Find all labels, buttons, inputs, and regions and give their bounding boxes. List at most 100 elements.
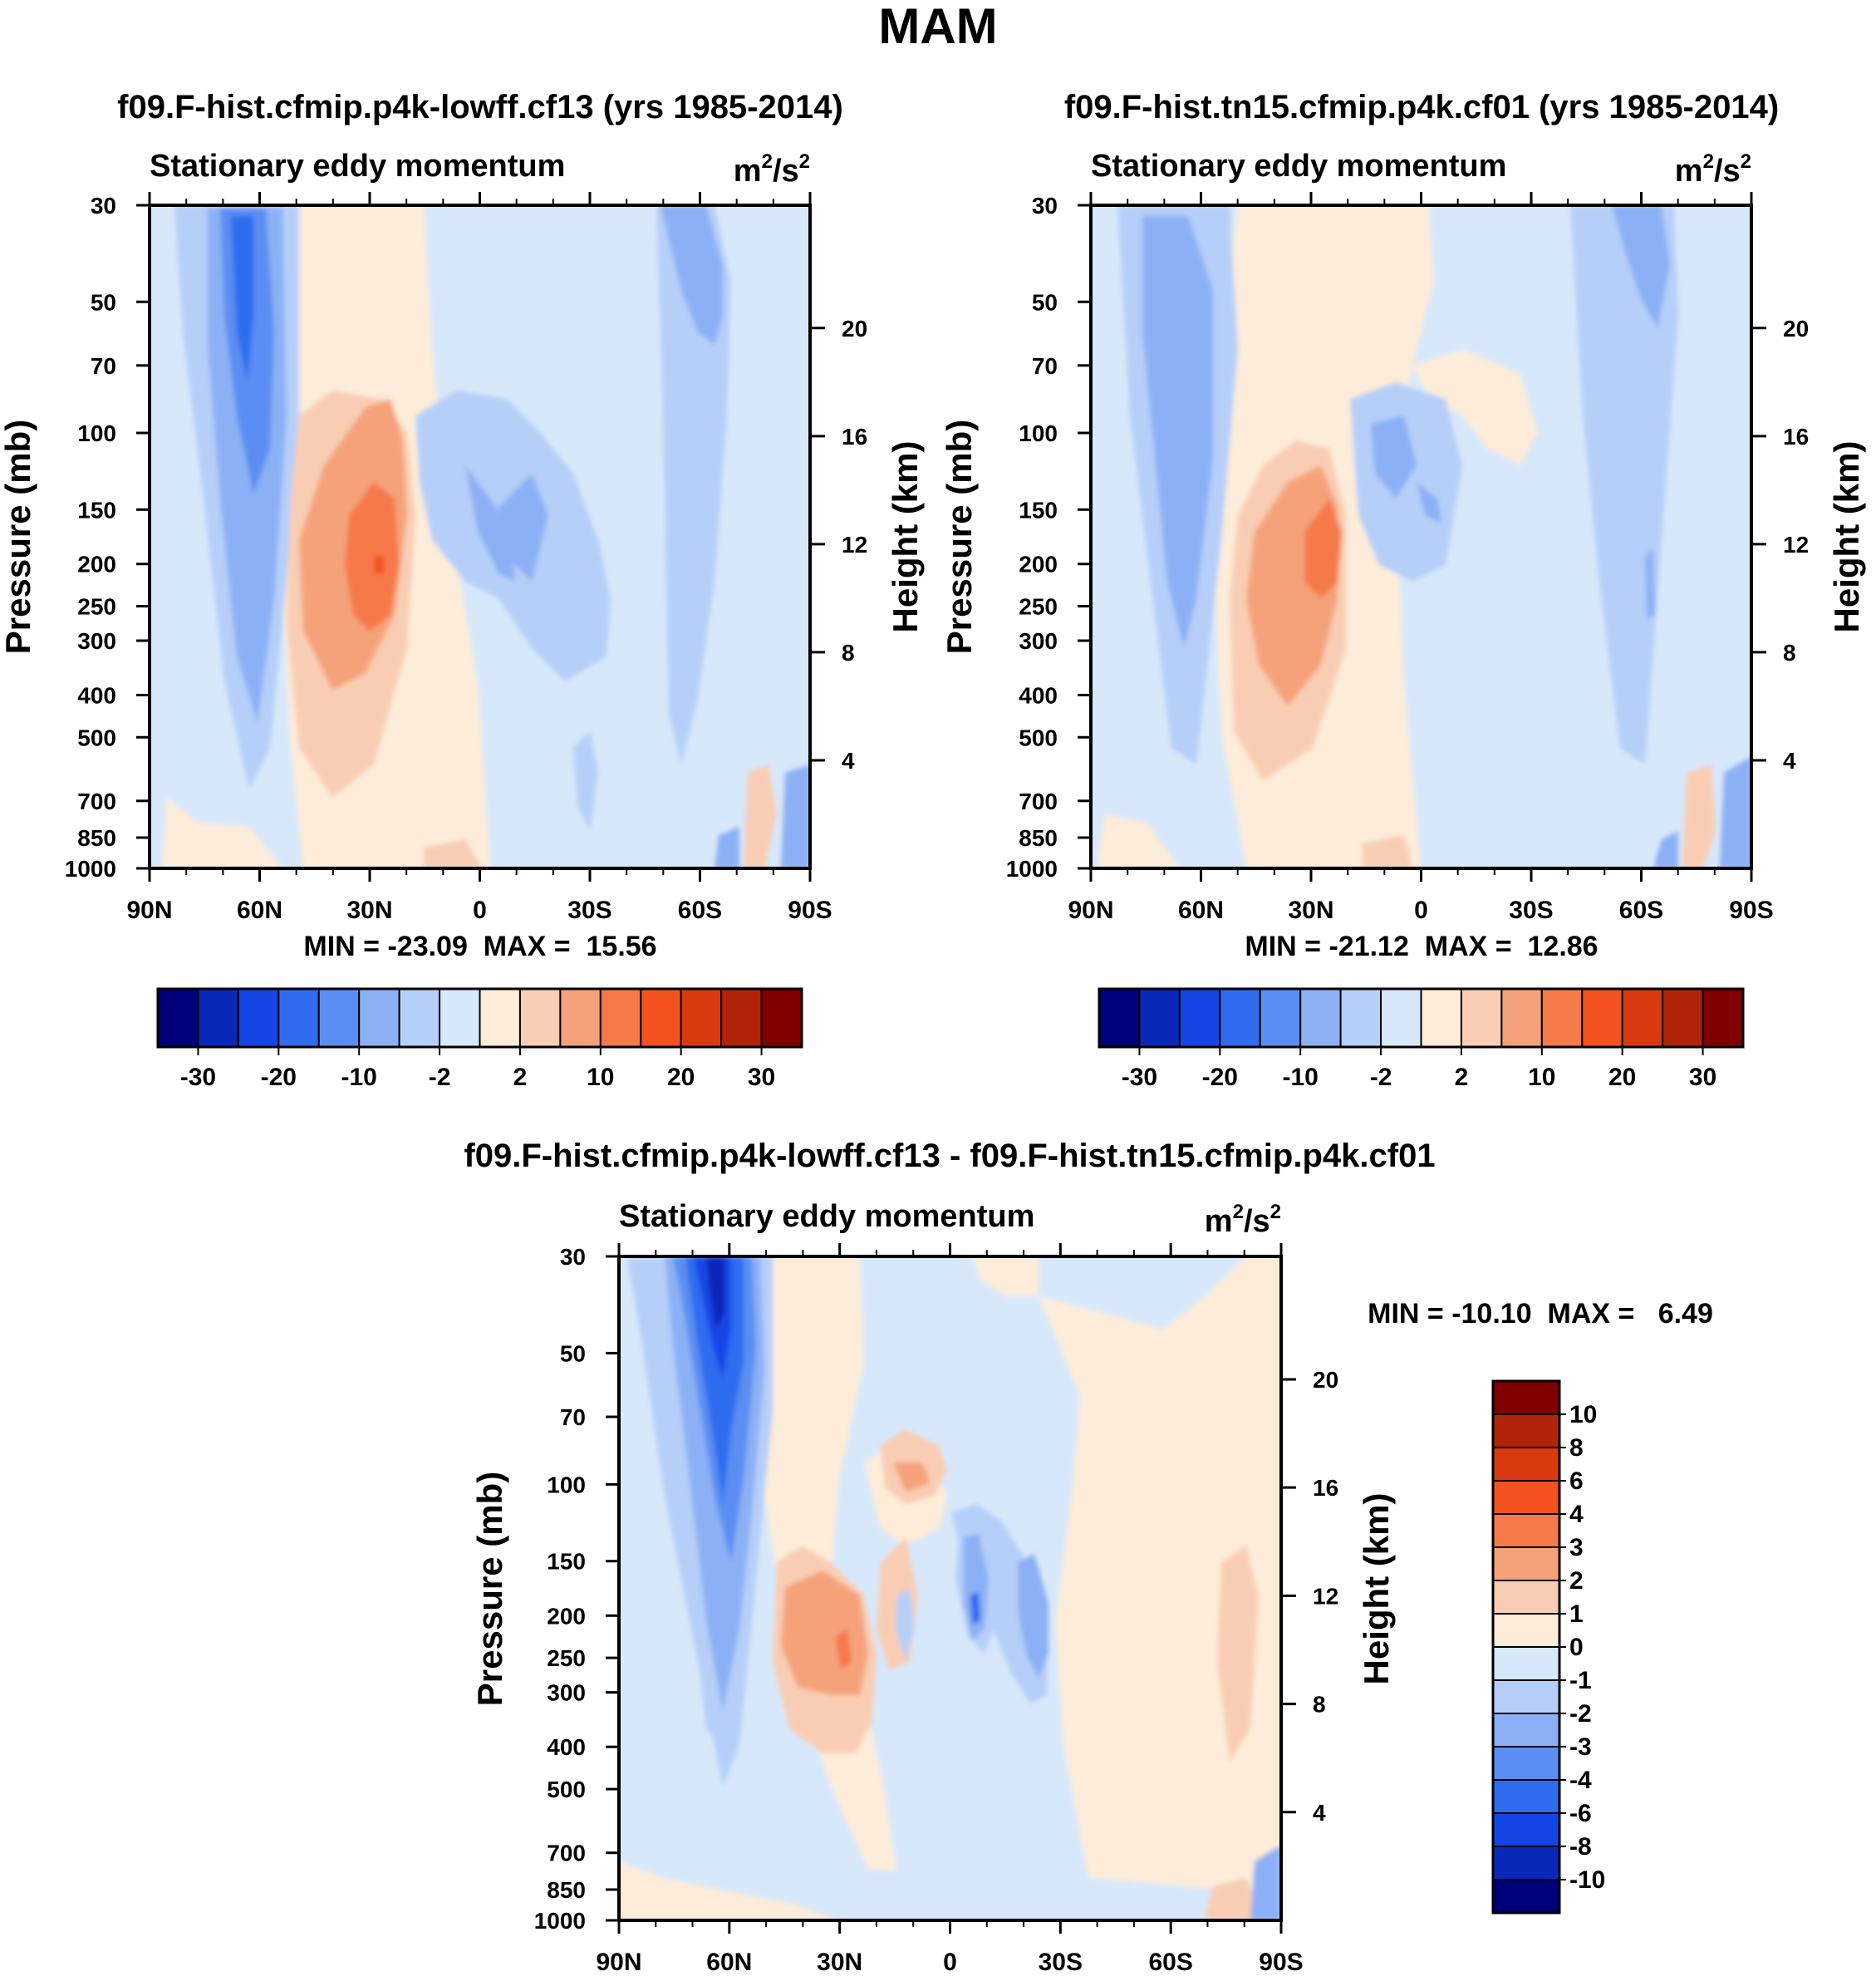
panel-2-x-ticks: 90N 60N 30N 0 30S 60S 90S <box>1068 192 1774 924</box>
colorbar-label: 8 <box>1569 1434 1584 1462</box>
x-tick-label: 90S <box>1729 897 1773 924</box>
y-tick-label: 700 <box>547 1841 586 1866</box>
y-right-tick-label: 20 <box>1313 1367 1338 1393</box>
y-right-tick-label: 4 <box>1783 748 1796 774</box>
y-tick-label: 100 <box>77 420 116 446</box>
y-tick-label: 1000 <box>65 856 116 882</box>
colorbar-label: -20 <box>261 1064 297 1091</box>
y-tick-label: 250 <box>77 594 116 620</box>
y-tick-label: 70 <box>560 1404 586 1430</box>
y-right-tick-label: 12 <box>1783 532 1809 558</box>
y-tick-label: 100 <box>1019 420 1058 446</box>
panel-3-contour-fill <box>619 1256 1281 1920</box>
colorbar-swatch <box>1492 1380 1560 1415</box>
y-right-tick-label: 12 <box>842 532 867 558</box>
colorbar-label: -8 <box>1569 1833 1592 1861</box>
panel-3-units-mid: /s <box>1244 1204 1270 1239</box>
colorbar-frame <box>156 987 803 1049</box>
colorbar-swatch <box>197 988 239 1048</box>
colorbar-swatch <box>1621 988 1664 1048</box>
colorbar-label: 30 <box>1689 1064 1716 1091</box>
y-right-tick-label: 8 <box>842 640 855 666</box>
panel-3-ylabel: Pressure (mb) <box>470 1472 509 1706</box>
panel-3-units-base: m <box>1205 1204 1233 1239</box>
y-tick-label: 30 <box>91 193 116 219</box>
colorbar-label: -20 <box>1202 1064 1238 1091</box>
y-tick-label: 400 <box>1019 682 1058 708</box>
colorbar-label: -30 <box>180 1064 216 1091</box>
panel-1-title: f09.F-hist.cfmip.p4k-lowff.cf13 (yrs 198… <box>117 89 843 125</box>
colorbar-swatch <box>720 988 763 1048</box>
colorbar-label: -30 <box>1122 1064 1157 1091</box>
colorbar-swatch <box>479 988 521 1048</box>
colorbar-swatch <box>518 988 562 1048</box>
colorbar-swatch <box>1460 988 1503 1048</box>
x-tick-label: 60N <box>706 1949 752 1976</box>
y-tick-label: 300 <box>77 628 116 654</box>
panel-1-x-ticks: 90N 60N 30N 0 30S 60S 90S <box>126 192 832 924</box>
colorbar-label: -2 <box>1569 1700 1592 1728</box>
y-tick-label: 500 <box>1019 725 1058 750</box>
colorbar-label: -3 <box>1569 1733 1592 1761</box>
x-tick-label: 30N <box>346 897 392 924</box>
colorbar-swatch <box>1540 988 1584 1048</box>
page-title: MAM <box>878 0 997 54</box>
colorbar-swatch <box>1492 1413 1560 1448</box>
colorbar-swatch <box>1492 1679 1560 1714</box>
panel-3-x-ticks: 90N 60N 30N 0 30S 60S 90S <box>596 1243 1304 1976</box>
colorbar-swatch <box>439 988 481 1048</box>
panel-2-stats: MIN = -21.12 MAX = 12.86 <box>1245 931 1598 962</box>
colorbar-swatch <box>1492 1779 1560 1814</box>
colorbar-swatch <box>1492 1646 1560 1681</box>
panel-1-y-right-ticks: 20 16 12 8 4 <box>810 316 867 774</box>
y-tick-label: 50 <box>1032 289 1058 315</box>
colorbar-swatch <box>1492 1812 1560 1847</box>
colorbar-label: 10 <box>1528 1064 1555 1091</box>
y-tick-label: 500 <box>547 1777 586 1802</box>
x-tick-label: 90N <box>596 1949 641 1976</box>
colorbar-label: 2 <box>1569 1567 1584 1595</box>
colorbar-label: 20 <box>1608 1064 1636 1091</box>
panel-3-units-exp-2: 2 <box>1270 1201 1281 1223</box>
y-tick-label: 50 <box>560 1340 586 1366</box>
x-tick-label: 90S <box>1259 1949 1303 1976</box>
panel-1-colorbar: -30 -20 -10 -2 2 10 20 30 <box>156 987 803 1091</box>
colorbar-swatch <box>1178 988 1221 1048</box>
y-tick-label: 30 <box>560 1244 586 1270</box>
y-tick-label: 70 <box>1032 353 1058 379</box>
panel-1: f09.F-hist.cfmip.p4k-lowff.cf13 (yrs 198… <box>0 89 925 1091</box>
panel-2-ylabel: Pressure (mb) <box>940 420 979 654</box>
colorbar-label: -10 <box>1283 1064 1319 1091</box>
colorbar-swatch <box>358 988 400 1048</box>
colorbar-label: -6 <box>1569 1800 1592 1827</box>
colorbar-swatch <box>599 988 642 1048</box>
colorbar-swatch <box>277 988 320 1048</box>
colorbar-swatch <box>1492 1613 1560 1648</box>
panel-2-subtitle: Stationary eddy momentum <box>1091 149 1506 184</box>
colorbar-label: -2 <box>1370 1064 1392 1091</box>
colorbar-swatch <box>1138 988 1181 1048</box>
panel-1-units-mid: /s <box>773 154 799 189</box>
y-tick-label: 850 <box>1019 825 1058 851</box>
panel-1-subtitle: Stationary eddy momentum <box>150 149 565 184</box>
panel-2-ylabel-right: Height (km) <box>1827 441 1866 633</box>
y-tick-label: 70 <box>91 353 116 379</box>
panel-1-ylabel: Pressure (mb) <box>0 420 37 654</box>
colorbar-label: -2 <box>429 1064 451 1091</box>
y-tick-label: 150 <box>547 1549 586 1575</box>
y-tick-label: 150 <box>77 497 116 523</box>
x-tick-label: 90N <box>126 897 172 924</box>
colorbar-swatch <box>1492 1846 1560 1880</box>
colorbar-label: 2 <box>513 1064 528 1091</box>
colorbar-swatch <box>1492 1447 1560 1482</box>
y-tick-label: 850 <box>77 825 116 851</box>
y-tick-label: 150 <box>1019 497 1058 523</box>
y-tick-label: 400 <box>77 682 116 708</box>
colorbar-label: -10 <box>1569 1866 1605 1894</box>
colorbar-swatch <box>1492 1480 1560 1515</box>
colorbar-swatch <box>1581 988 1623 1048</box>
panel-2-units: m2/s2 <box>1675 150 1751 189</box>
panel-3-stats: MIN = -10.10 MAX = 6.49 <box>1368 1298 1713 1330</box>
colorbar-swatch <box>1339 988 1382 1048</box>
